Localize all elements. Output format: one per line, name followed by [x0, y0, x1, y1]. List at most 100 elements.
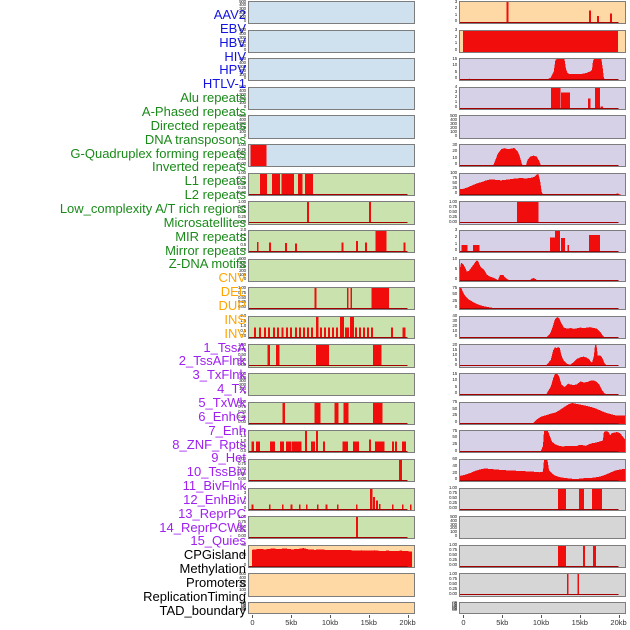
y-tick-label: 0.5: [240, 442, 246, 448]
area-fill: [460, 402, 625, 424]
y-tick-label: 0: [243, 504, 247, 510]
bar: [371, 288, 389, 310]
y-tick-label: 4: [243, 485, 247, 491]
y-tick-label: 0.25: [238, 356, 246, 362]
baseline: [249, 508, 408, 510]
track-label-microsatellites: Microsatellites: [163, 214, 246, 230]
y-tick-label: 500: [239, 0, 246, 4]
track-data-4-tx: [460, 148, 619, 167]
y-tick-label: 0.50: [238, 208, 246, 214]
track-panel-9-het: [459, 287, 626, 311]
y-tick-label: 0.00: [238, 533, 246, 539]
y-tick-label: 1: [454, 11, 458, 17]
track-label-mir-repeats: MIR repeats: [175, 228, 246, 244]
bar: [304, 431, 307, 453]
y-tick-label: 50: [452, 291, 457, 297]
track-label-8-znf-rpts: 8_ZNF_Rpts: [172, 436, 246, 452]
bar: [280, 441, 284, 453]
y-tick-label: 40: [241, 542, 246, 548]
track-label-11-bivflnk: 11_BivFlnk: [182, 478, 246, 494]
track-data-a-phased-repeats: [249, 202, 408, 224]
x-axis-tick-right: [541, 614, 542, 618]
area-fill: [460, 431, 625, 453]
bar: [339, 316, 344, 338]
bar: [549, 237, 556, 253]
y-tick-label: 0: [243, 590, 247, 596]
bar: [350, 288, 352, 310]
bar: [251, 441, 254, 453]
bar: [334, 402, 339, 424]
bar: [307, 327, 310, 338]
y-tick-label: 500: [239, 27, 246, 33]
track-panel-cnv: [248, 544, 415, 568]
track-panel-z-dna-motifs: [248, 516, 415, 540]
area-fill: [460, 316, 619, 338]
y-tick-label: 100: [239, 586, 246, 592]
bar: [582, 545, 585, 567]
track-panel-1-tssa: [459, 58, 626, 82]
bar: [401, 504, 404, 510]
y-tick-label: 1.75: [451, 600, 457, 605]
y-tick-label: 0.25: [449, 499, 457, 505]
bar: [290, 504, 293, 510]
bar: [369, 488, 373, 510]
y-tick-label: 0: [454, 275, 458, 281]
y-tick-label: 1.5: [240, 432, 246, 438]
y-tick-label: 1.25: [240, 602, 246, 607]
bar: [311, 441, 315, 453]
y-tick-label: 0.50: [240, 605, 246, 610]
y-tick-label: 0: [243, 104, 247, 110]
y-tick-label: 75: [452, 427, 457, 433]
y-tick-label: 0.75: [238, 518, 246, 524]
y-tick-label: 300: [239, 578, 246, 584]
y-tick-label: 400: [450, 116, 457, 122]
y-tick-label: 0: [243, 561, 247, 567]
bar: [473, 245, 480, 253]
y-tick-label: 0: [454, 189, 458, 195]
y-tick-label: 100: [239, 271, 246, 277]
y-tick-label: 60: [452, 456, 457, 462]
x-axis-tick-right: [502, 614, 504, 618]
y-tick-label: 400: [239, 260, 246, 266]
bar: [345, 327, 349, 338]
baseline: [249, 222, 408, 224]
baseline: [249, 193, 408, 195]
track-panel-aav2: [248, 1, 415, 25]
y-tick-label: 1.75: [240, 600, 246, 605]
y-tick-label: 300: [239, 263, 246, 269]
y-tick-label: 0.00: [449, 504, 457, 510]
bar: [355, 241, 358, 253]
track-label-tad-boundary: TAD_boundary: [159, 602, 246, 618]
track-panel-replicationtiming: [459, 573, 626, 597]
baseline: [460, 108, 619, 110]
x-axis-tick-left: [330, 614, 331, 618]
y-tick-label: 300: [450, 120, 457, 126]
y-tick-label: 300: [239, 120, 246, 126]
x-axis-tick-left: [252, 614, 254, 618]
y-tick-label: 0: [454, 132, 458, 138]
y-tick-label: 300: [450, 521, 457, 527]
y-tick-label: 0: [454, 390, 458, 396]
track-panel-12-enhbiv: [459, 373, 626, 397]
baseline: [460, 422, 619, 424]
track-panel-l2-repeats: [248, 373, 415, 397]
y-tick-label: 0.75: [238, 203, 246, 209]
bar: [566, 574, 569, 596]
track-label-methylation: Methylation: [179, 561, 246, 577]
baseline: [460, 508, 619, 510]
track-label-aav2: AAV2: [213, 7, 246, 22]
area-fill: [460, 148, 619, 167]
track-panel-tad-boundary: [459, 602, 626, 615]
bar: [560, 92, 571, 110]
y-tick-label: 2: [243, 494, 247, 500]
track-label-5-txwk: 5_TxWk: [198, 394, 246, 410]
y-tick-label: 0.75: [238, 404, 246, 410]
bar: [410, 504, 412, 510]
y-tick-label: 0.00: [238, 304, 246, 310]
track-data-mirror-repeats: [249, 488, 412, 510]
bar: [462, 30, 619, 52]
track-label-hpv: HPV: [219, 62, 246, 78]
y-tick-label: 200: [239, 382, 246, 388]
bar: [589, 10, 592, 24]
y-tick-label: 500: [239, 84, 246, 90]
